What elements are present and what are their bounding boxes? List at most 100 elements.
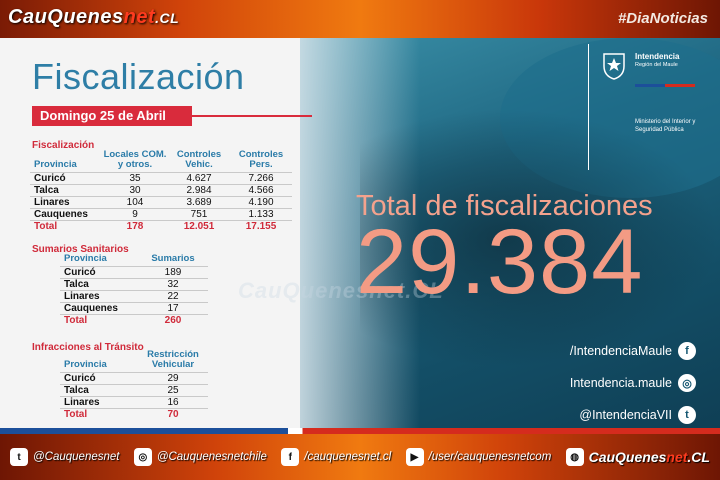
cell: Total (64, 315, 88, 327)
cell: Cauquenes (30, 208, 102, 221)
cell: 17 (138, 302, 208, 315)
table-row: Talca 30 2.984 4.566 (30, 184, 292, 197)
logo-ministry: Ministerio del Interior y Seguridad Públ… (635, 119, 696, 133)
facebook-icon: f (281, 448, 300, 466)
cell: 4.190 (230, 196, 292, 209)
cell: 2.984 (168, 184, 230, 197)
footer-instagram-label: @Cauquenesnetchile (156, 451, 267, 463)
brand-logo: CauQuenesnet.CL (8, 6, 179, 29)
globe-icon: ◍ (565, 448, 584, 466)
twitter-icon: t (678, 406, 696, 424)
footer-youtube-label: /user/cauquenesnetcom (428, 451, 552, 463)
cell: 260 (164, 315, 182, 327)
facebook-icon: f (678, 342, 696, 360)
social-facebook[interactable]: /IntendenciaMaule f (570, 342, 696, 360)
total-row: Total 260 (60, 315, 208, 327)
infographic-main: Fiscalización Domingo 25 de Abril Fiscal… (0, 38, 720, 428)
cell: 751 (168, 208, 230, 221)
cell: Talca (60, 384, 138, 397)
date-banner: Domingo 25 de Abril (32, 106, 192, 126)
table-row: Talca 32 (60, 278, 208, 291)
cell: 4.566 (230, 184, 292, 197)
column-header: Controles Vehic. (176, 149, 222, 170)
cell: Linares (60, 396, 138, 409)
table-row: Talca 25 (60, 384, 208, 397)
cell: 178 (126, 221, 144, 233)
cell: Linares (30, 196, 102, 209)
cell: 25 (138, 384, 208, 397)
logo-title: Intendencia (635, 52, 680, 61)
intendencia-logo: Intendencia Región del Maule Ministerio … (588, 44, 710, 170)
column-header: Sumarios (151, 253, 195, 264)
cell: 35 (102, 172, 168, 185)
footer-brand-main: CauQuenes (588, 449, 667, 465)
page-title: Fiscalización (32, 56, 245, 97)
instagram-icon: ◎ (133, 448, 152, 466)
footer-facebook[interactable]: f /cauquenesnet.cl (281, 448, 391, 466)
footer-brand-net: net (666, 449, 688, 465)
fiscalizacion-table: Provincia Locales COM. y otros. Controle… (30, 150, 292, 233)
cell: 104 (102, 196, 168, 209)
cell: Total (34, 221, 58, 233)
logo-flag-bar (635, 84, 695, 87)
table-row: Linares 22 (60, 290, 208, 303)
table-row: Curicó 29 (60, 372, 208, 385)
twitter-icon: t (10, 448, 28, 466)
total-value: 29.384 (356, 211, 644, 313)
column-header: Provincia (64, 253, 107, 264)
footer-brand[interactable]: ◍ CauQuenesnet.CL (565, 448, 710, 466)
column-header: Provincia (64, 359, 107, 370)
background-photo (360, 108, 720, 368)
cell: Talca (30, 184, 102, 197)
cell: 189 (138, 266, 208, 279)
total-row: Total 70 (60, 409, 208, 421)
column-header: Locales COM. y otros. (103, 149, 167, 170)
footer-twitter-label: @Cauquenesnet (33, 451, 120, 463)
social-instagram-label: Intendencia.maule (569, 376, 672, 390)
cell: 70 (167, 409, 179, 421)
social-twitter-label: @IntendenciaVII (579, 408, 672, 422)
cell: Curicó (60, 372, 138, 385)
footer-instagram[interactable]: ◎ @Cauquenesnetchile (133, 448, 267, 466)
table-row: Curicó 189 (60, 266, 208, 279)
social-twitter[interactable]: @IntendenciaVII t (579, 406, 696, 424)
instagram-icon: ◎ (678, 374, 696, 392)
footer-facebook-label: /cauquenesnet.cl (304, 451, 392, 463)
cell: 32 (138, 278, 208, 291)
column-header: Controles Pers. (238, 149, 284, 170)
total-label: Total de fiscalizaciones (356, 190, 653, 222)
cell: 9 (102, 208, 168, 221)
cell: 30 (102, 184, 168, 197)
cell: Linares (60, 290, 138, 303)
social-instagram[interactable]: Intendencia.maule ◎ (570, 374, 696, 392)
cell: Talca (60, 278, 138, 291)
transito-table: Provincia Restricción Vehicular Curicó 2… (60, 350, 208, 421)
cell: Total (64, 409, 88, 421)
fiscalizacion-section-title: Fiscalización (32, 140, 95, 151)
table-row: Cauquenes 9 751 1.133 (30, 208, 292, 221)
table-row: Linares 104 3.689 4.190 (30, 196, 292, 209)
flag-strip (0, 428, 720, 434)
cell: 12.051 (183, 221, 215, 233)
cell: Curicó (30, 172, 102, 185)
coat-of-arms-icon (603, 53, 625, 80)
brand-net-text: net (123, 6, 156, 28)
cell: 22 (138, 290, 208, 303)
brand-cl-text: .CL (155, 10, 180, 26)
hashtag-label: #DiaNoticias (617, 10, 708, 27)
footer-youtube[interactable]: ▶ /user/cauquenesnetcom (405, 448, 552, 466)
brand-main-text: CauQuenes (8, 6, 124, 28)
top-banner: CauQuenesnet.CL #DiaNoticias (0, 0, 720, 38)
footer-brand-cl: .CL (687, 449, 710, 465)
table-row: Linares 16 (60, 396, 208, 409)
youtube-icon: ▶ (405, 448, 424, 466)
cell: 7.266 (230, 172, 292, 185)
cell: 16 (138, 396, 208, 409)
watermark: CauQuenesnet.CL (238, 278, 444, 303)
cell: 29 (138, 372, 208, 385)
cell: 3.689 (168, 196, 230, 209)
footer-twitter[interactable]: t @Cauquenesnet (10, 448, 120, 466)
cell: Cauquenes (60, 302, 138, 315)
table-row: Cauquenes 17 (60, 302, 208, 315)
cell: Curicó (60, 266, 138, 279)
